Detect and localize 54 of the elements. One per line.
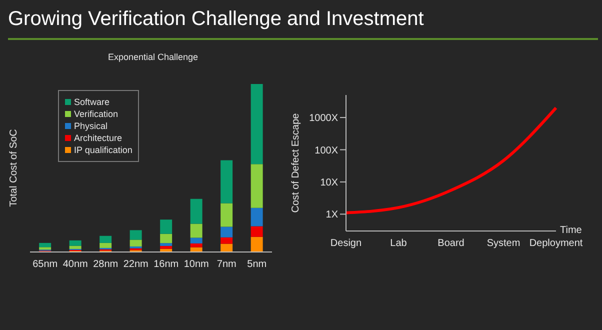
bar [69,246,82,249]
bar [220,160,233,204]
x-axis-title: Time [560,225,582,236]
chart-subtitle: Exponential Challenge [106,52,200,62]
line-series [344,106,558,214]
y-axis-title: Cost of Defect Escape [290,112,302,213]
bar [250,226,263,237]
x-tick-label: 40nm [62,259,88,270]
x-tick-label: 16nm [154,259,179,270]
x-tick-label: Lab [390,238,408,250]
y-tick-label: 10X [320,177,338,188]
x-tick-label: 22nm [123,259,148,270]
bar [100,242,112,248]
bar [190,198,202,224]
bar [250,84,263,164]
chart-title: Growing Verification Challenge and Investment [8,8,425,31]
bar [250,208,263,226]
bar [130,240,142,246]
bar [220,244,233,252]
bar [220,226,233,238]
x-tick-label: 65nm [32,259,58,270]
x-tick-label: Design [330,238,362,250]
x-tick-label: Board [438,238,464,250]
bar [190,238,202,244]
legend-label: Verification [73,109,120,119]
bar [250,236,263,252]
y-tick-label: 1000X [309,113,338,124]
legend-label: Architecture [73,133,124,143]
x-tick-label: 5nm [247,259,267,270]
x-tick-label: 10nm [184,259,209,270]
x-tick-label: Deployment [529,238,583,250]
bar [220,237,233,244]
bar [160,234,172,244]
x-tick-label: System [486,238,520,250]
y-axis-title: Total Cost of SoC [8,129,20,207]
legend-label: Software [73,97,111,107]
bar [250,164,263,208]
bar [220,203,233,227]
bar [160,243,172,246]
x-tick-label: 7nm [216,259,236,270]
bar [39,247,52,250]
bar [190,243,202,248]
legend-label: Physical [73,121,109,131]
bar [160,220,172,234]
bar [190,224,202,238]
bar [39,242,52,248]
x-tick-label: 28nm [93,259,118,270]
bar [69,240,82,246]
y-tick-label: 1X [326,210,338,221]
legend-label: IP qualification [73,145,132,155]
bar [100,236,112,243]
bar [130,230,142,240]
bar [160,246,172,249]
y-tick-label: 100X [314,145,338,156]
